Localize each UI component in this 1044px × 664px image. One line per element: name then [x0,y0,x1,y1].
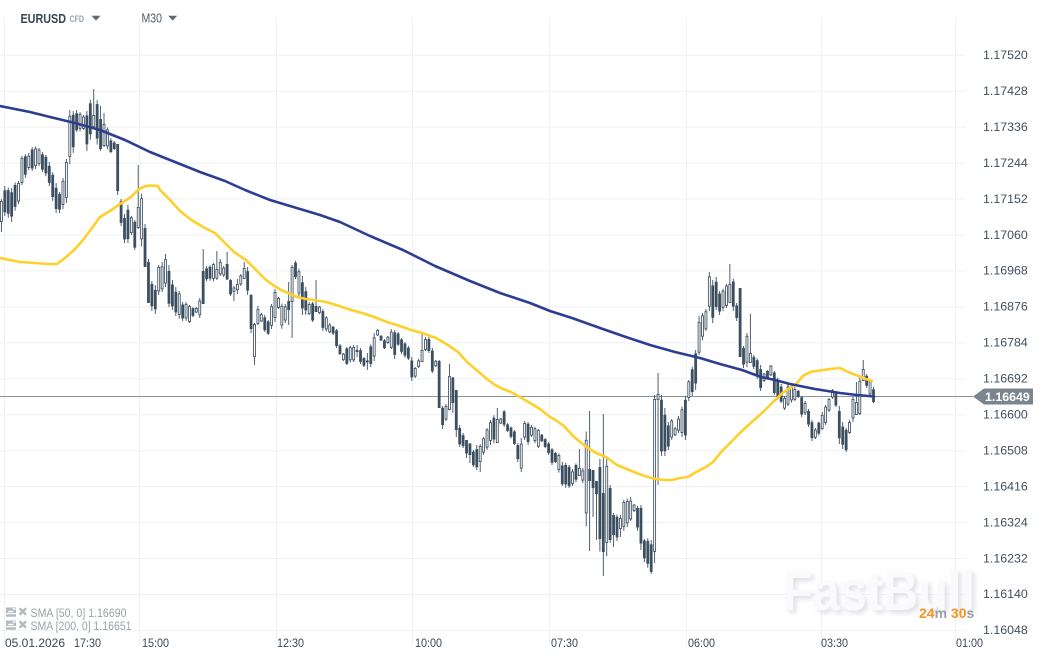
svg-text:1.16140: 1.16140 [983,587,1028,601]
svg-text:05.01.2026: 05.01.2026 [5,636,65,650]
svg-text:1.17244: 1.17244 [983,156,1028,170]
svg-text:EURUSD: EURUSD [21,11,67,26]
svg-text:03:30: 03:30 [821,636,848,650]
svg-text:1.16324: 1.16324 [983,515,1028,529]
svg-text:1.16784: 1.16784 [983,336,1028,350]
svg-text:1.17520: 1.17520 [983,48,1028,62]
svg-text:1.17336: 1.17336 [983,120,1028,134]
svg-text:12:30: 12:30 [277,636,304,650]
svg-text:1.16508: 1.16508 [983,444,1028,458]
svg-text:1.16048: 1.16048 [983,623,1028,637]
svg-text:CFD: CFD [70,14,85,24]
svg-text:1.16600: 1.16600 [983,408,1028,422]
svg-text:24m 30s: 24m 30s [919,605,975,621]
svg-text:M30: M30 [142,12,163,26]
svg-text:1.16649: 1.16649 [985,390,1030,404]
svg-text:15:00: 15:00 [142,636,169,650]
svg-text:10:00: 10:00 [415,636,442,650]
svg-text:1.16876: 1.16876 [983,300,1028,314]
svg-text:1.16232: 1.16232 [983,551,1028,565]
svg-text:1.16968: 1.16968 [983,264,1028,278]
svg-text:01:00: 01:00 [956,636,983,650]
svg-text:FastBull: FastBull [783,559,975,622]
svg-text:1.16692: 1.16692 [983,372,1028,386]
svg-text:1.17060: 1.17060 [983,228,1028,242]
svg-text:07:30: 07:30 [551,636,578,650]
svg-text:1.17428: 1.17428 [983,84,1028,98]
svg-text:SMA [200, 0] 1.16651: SMA [200, 0] 1.16651 [31,619,132,633]
svg-text:06:00: 06:00 [688,636,715,650]
svg-text:1.17152: 1.17152 [983,192,1028,206]
svg-text:SMA [50, 0] 1.16690: SMA [50, 0] 1.16690 [31,606,127,620]
svg-text:1.16416: 1.16416 [983,479,1028,493]
svg-text:17:30: 17:30 [74,636,101,650]
svg-text:FastBull: FastBull [786,562,978,625]
